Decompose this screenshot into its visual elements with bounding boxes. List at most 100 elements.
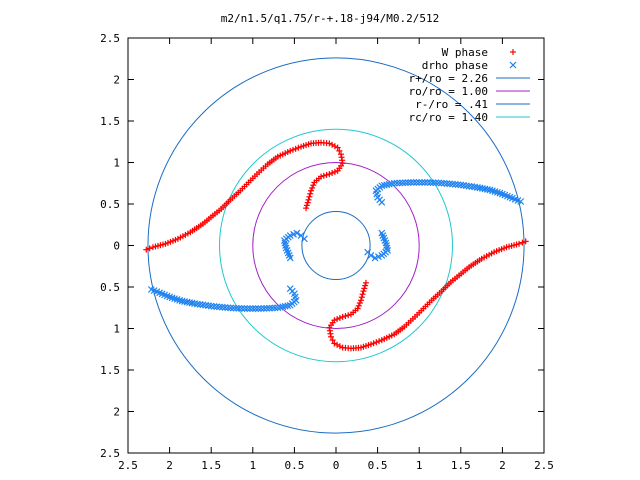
w-phase-point [345, 312, 352, 319]
drho-phase-point [216, 303, 223, 311]
w-phase-point [289, 146, 296, 153]
w-phase-point [373, 339, 380, 346]
drho-phase-point [432, 179, 440, 187]
drho-phase-point [517, 198, 525, 205]
legend-circle-3: rc/ro = 1.40 [409, 111, 530, 124]
w-phase-point [355, 302, 362, 309]
drho-phase-point [241, 305, 248, 313]
w-phase-point [303, 205, 310, 212]
w-phase-point [334, 144, 341, 151]
w-phase-point [357, 297, 364, 304]
drho-phase-point [181, 298, 189, 306]
w-phase-point [362, 279, 369, 286]
w-phase-point [370, 340, 377, 347]
legend-label: W phase [442, 46, 488, 59]
y-tick-label: 1.5 [100, 364, 120, 377]
drho-phase-point [426, 179, 434, 186]
y-tick-label: 1 [113, 323, 120, 336]
y-axis-ticks: 2.5 2 1.5 1 0.5 0 0.5 1 1.5 2 2.5 [100, 32, 544, 460]
w-phase-point [356, 300, 363, 307]
drho-phase-point [235, 304, 243, 312]
w-phase-point [358, 294, 365, 301]
legend-w-phase: W phase [442, 46, 516, 59]
x-tick-label: 1.5 [451, 459, 471, 472]
y-tick-label: 0.5 [100, 198, 120, 211]
drho-phase-point [238, 305, 246, 312]
w-phase-point [360, 288, 367, 295]
w-phase-point [303, 202, 310, 209]
x-tick-label: 0 [333, 459, 340, 472]
drho-phase-point [254, 305, 262, 313]
drho-phase-point [252, 305, 259, 313]
drho-phase-point [382, 239, 390, 247]
drho-phase-point [483, 185, 491, 193]
drho-phase-point [364, 248, 372, 256]
w-phase-point [339, 344, 346, 351]
drho-phase-point [421, 178, 429, 186]
drho-phase-point [446, 180, 454, 188]
reference-circle-2 [301, 210, 371, 281]
w-phase-point [522, 238, 529, 245]
w-phase-point [334, 167, 341, 174]
drho-phase-point [451, 180, 459, 188]
w-phase-point [320, 172, 327, 179]
w-phase-point [306, 193, 313, 200]
drho-phase-point [274, 304, 282, 312]
w-phase-point [310, 182, 317, 189]
reference-circle-0 [147, 57, 525, 434]
legend-circle-1: ro/ro = 1.00 [409, 85, 530, 98]
w-phase-point [329, 170, 336, 177]
w-phase-point [331, 143, 338, 150]
w-phase-point [331, 340, 338, 347]
drho-phase-point [407, 178, 415, 186]
drho-phase-point [293, 229, 301, 237]
w-phase-point [308, 187, 315, 194]
drho-phase-point [371, 254, 379, 262]
x-tick-label: 0.5 [368, 459, 388, 472]
w-phase-point [361, 285, 368, 292]
w-phase-point [334, 341, 341, 348]
drho-phase-point [281, 239, 289, 247]
w-phase-point [309, 184, 316, 191]
x-tick-label: 1 [249, 459, 256, 472]
w-phase-point [323, 171, 330, 178]
reference-circle-3 [219, 128, 453, 363]
w-phase-point [354, 305, 361, 312]
legend-circle-2: r-/ro = .41 [415, 98, 530, 111]
w-phase-point [292, 145, 299, 152]
drho-phase-point [418, 178, 426, 186]
drho-phase-point [263, 304, 271, 312]
drho-phase-point [443, 180, 451, 187]
x-tick-label: 2.5 [118, 459, 138, 472]
drho-phase-point [249, 305, 257, 313]
drho-phase-point [224, 304, 232, 312]
w-phase-point [334, 316, 341, 323]
x-tick-label: 2 [499, 459, 506, 472]
w-phase-point [336, 314, 343, 321]
drho-phase-point [440, 179, 448, 187]
legend-label: rc/ro = 1.40 [409, 111, 488, 124]
drho-phase-point [396, 179, 404, 187]
w-phase-point [295, 144, 302, 151]
drho-phase-point [257, 305, 265, 313]
drho-phase-point [390, 179, 398, 187]
drho-phase-point [454, 181, 462, 189]
w-phase-point [362, 282, 369, 289]
legend-label: r-/ro = .41 [415, 98, 488, 111]
w-phase-point [336, 147, 343, 154]
drho-phase-point [210, 302, 218, 310]
y-tick-label: 1.5 [100, 115, 120, 128]
legend-marker-sample [509, 61, 517, 69]
legend-marker-sample [510, 49, 516, 55]
y-tick-label: 2.5 [100, 447, 120, 460]
drho-phase-point [300, 235, 308, 243]
drho-phase-point [232, 304, 240, 312]
w-phase-point [336, 343, 343, 350]
drho-phase-point [401, 179, 409, 187]
x-tick-label: 2.5 [534, 459, 554, 472]
w-phase-point [304, 199, 311, 206]
reference-circle-1 [252, 162, 420, 329]
drho-phase-point [260, 305, 268, 312]
